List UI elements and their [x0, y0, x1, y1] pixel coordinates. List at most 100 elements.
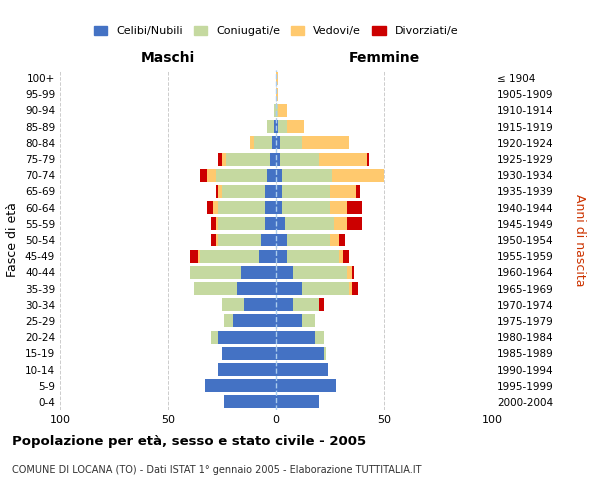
Bar: [330, 201, 347, 214]
Bar: [356, 185, 360, 198]
Bar: [276, 363, 328, 376]
Bar: [274, 120, 276, 133]
Bar: [218, 152, 222, 166]
Legend: Celibi/Nubili, Coniugati/e, Vedovi/e, Divorziati/e: Celibi/Nubili, Coniugati/e, Vedovi/e, Di…: [89, 21, 463, 40]
Text: Maschi: Maschi: [141, 51, 195, 65]
Bar: [207, 169, 215, 181]
Bar: [283, 169, 332, 181]
Bar: [276, 347, 323, 360]
Bar: [211, 218, 215, 230]
Bar: [211, 234, 215, 246]
Bar: [244, 298, 276, 311]
Text: Femmine: Femmine: [349, 51, 419, 65]
Bar: [302, 314, 315, 328]
Bar: [276, 185, 283, 198]
Bar: [226, 152, 269, 166]
Bar: [276, 136, 280, 149]
Bar: [278, 120, 287, 133]
Bar: [215, 185, 218, 198]
Bar: [276, 169, 283, 181]
Bar: [250, 136, 254, 149]
Bar: [269, 152, 276, 166]
Bar: [319, 298, 323, 311]
Y-axis label: Fasce di età: Fasce di età: [7, 202, 19, 278]
Bar: [323, 347, 326, 360]
Bar: [352, 282, 358, 295]
Bar: [284, 218, 334, 230]
Bar: [287, 250, 338, 262]
Bar: [211, 330, 218, 344]
Bar: [278, 104, 287, 117]
Bar: [283, 201, 330, 214]
Bar: [241, 266, 276, 279]
Bar: [276, 88, 278, 101]
Bar: [338, 250, 343, 262]
Bar: [276, 396, 319, 408]
Bar: [276, 266, 293, 279]
Bar: [218, 218, 265, 230]
Bar: [283, 185, 330, 198]
Bar: [265, 218, 276, 230]
Bar: [194, 282, 237, 295]
Bar: [218, 363, 276, 376]
Bar: [347, 201, 362, 214]
Bar: [276, 72, 278, 85]
Bar: [276, 379, 337, 392]
Bar: [334, 218, 347, 230]
Bar: [207, 201, 214, 214]
Bar: [190, 266, 241, 279]
Bar: [276, 234, 287, 246]
Bar: [222, 185, 265, 198]
Bar: [276, 104, 278, 117]
Bar: [198, 250, 200, 262]
Bar: [276, 282, 302, 295]
Bar: [200, 169, 207, 181]
Bar: [315, 330, 323, 344]
Bar: [347, 266, 352, 279]
Bar: [272, 136, 276, 149]
Bar: [218, 234, 261, 246]
Bar: [319, 152, 367, 166]
Bar: [293, 298, 319, 311]
Bar: [330, 234, 338, 246]
Bar: [280, 136, 302, 149]
Bar: [222, 298, 244, 311]
Bar: [218, 330, 276, 344]
Bar: [274, 104, 276, 117]
Bar: [287, 120, 304, 133]
Bar: [276, 218, 284, 230]
Bar: [280, 152, 319, 166]
Bar: [276, 298, 293, 311]
Text: COMUNE DI LOCANA (TO) - Dati ISTAT 1° gennaio 2005 - Elaborazione TUTTITALIA.IT: COMUNE DI LOCANA (TO) - Dati ISTAT 1° ge…: [12, 465, 421, 475]
Bar: [259, 250, 276, 262]
Bar: [293, 266, 347, 279]
Bar: [233, 314, 276, 328]
Bar: [215, 169, 268, 181]
Bar: [343, 250, 349, 262]
Bar: [218, 201, 265, 214]
Bar: [215, 234, 218, 246]
Bar: [254, 136, 272, 149]
Bar: [190, 250, 198, 262]
Bar: [265, 201, 276, 214]
Bar: [347, 218, 362, 230]
Bar: [215, 218, 218, 230]
Y-axis label: Anni di nascita: Anni di nascita: [573, 194, 586, 286]
Bar: [276, 152, 280, 166]
Bar: [205, 379, 276, 392]
Bar: [349, 282, 352, 295]
Bar: [332, 169, 384, 181]
Bar: [302, 136, 349, 149]
Bar: [214, 201, 218, 214]
Bar: [330, 185, 356, 198]
Bar: [276, 201, 283, 214]
Bar: [367, 152, 369, 166]
Bar: [276, 120, 278, 133]
Bar: [261, 234, 276, 246]
Bar: [222, 152, 226, 166]
Text: Popolazione per età, sesso e stato civile - 2005: Popolazione per età, sesso e stato civil…: [12, 435, 366, 448]
Bar: [287, 234, 330, 246]
Bar: [265, 185, 276, 198]
Bar: [276, 314, 302, 328]
Bar: [237, 282, 276, 295]
